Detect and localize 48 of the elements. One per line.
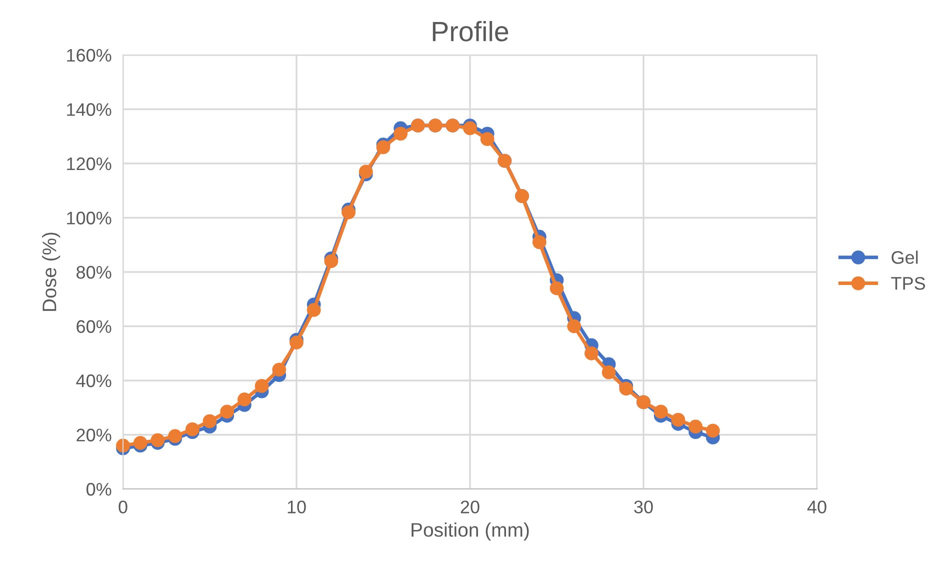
x-tick-label: 30 (634, 500, 653, 514)
y-tick-label: 140% (67, 103, 112, 116)
point (671, 412, 686, 427)
point (532, 235, 546, 250)
x-tick-label: 20 (460, 500, 480, 514)
point (654, 404, 668, 419)
point (706, 424, 720, 438)
point (394, 126, 408, 141)
y-tick-label: 40% (76, 374, 112, 388)
point (463, 121, 477, 136)
point (306, 303, 321, 317)
point (202, 414, 217, 428)
point (358, 164, 373, 179)
y-tick-label: 120% (67, 157, 112, 170)
point (168, 429, 182, 444)
point (550, 281, 564, 296)
point (238, 392, 252, 406)
point (376, 140, 390, 154)
point (116, 438, 130, 453)
y-axis-title: Dose (%) (42, 232, 60, 311)
y-tick-label: 80% (76, 266, 112, 279)
x-tick-label: 10 (288, 500, 306, 514)
point (272, 362, 286, 377)
point (324, 254, 338, 268)
y-tick-label: 160% (67, 48, 112, 62)
legend-label: Gel (892, 250, 918, 264)
x-tick-label: 0 (118, 500, 128, 514)
point (688, 420, 702, 434)
y-tick-label: 0% (86, 482, 112, 496)
point (220, 404, 234, 419)
point (185, 422, 200, 436)
point (150, 433, 165, 448)
x-tick-label: 40 (807, 500, 826, 514)
chart-title: Profile (432, 20, 508, 42)
point (254, 378, 269, 393)
point (480, 132, 494, 146)
x-axis-title: Position (mm) (412, 522, 529, 541)
y-tick-label: 60% (76, 320, 112, 333)
legend-label: TPS (891, 276, 926, 290)
y-tick-label: 20% (76, 428, 112, 442)
point (584, 346, 598, 360)
point (602, 365, 616, 380)
y-tick-label: 100% (67, 212, 112, 224)
point (133, 436, 148, 450)
point (342, 205, 356, 220)
point (567, 319, 582, 334)
point (290, 336, 304, 350)
point (619, 382, 634, 396)
